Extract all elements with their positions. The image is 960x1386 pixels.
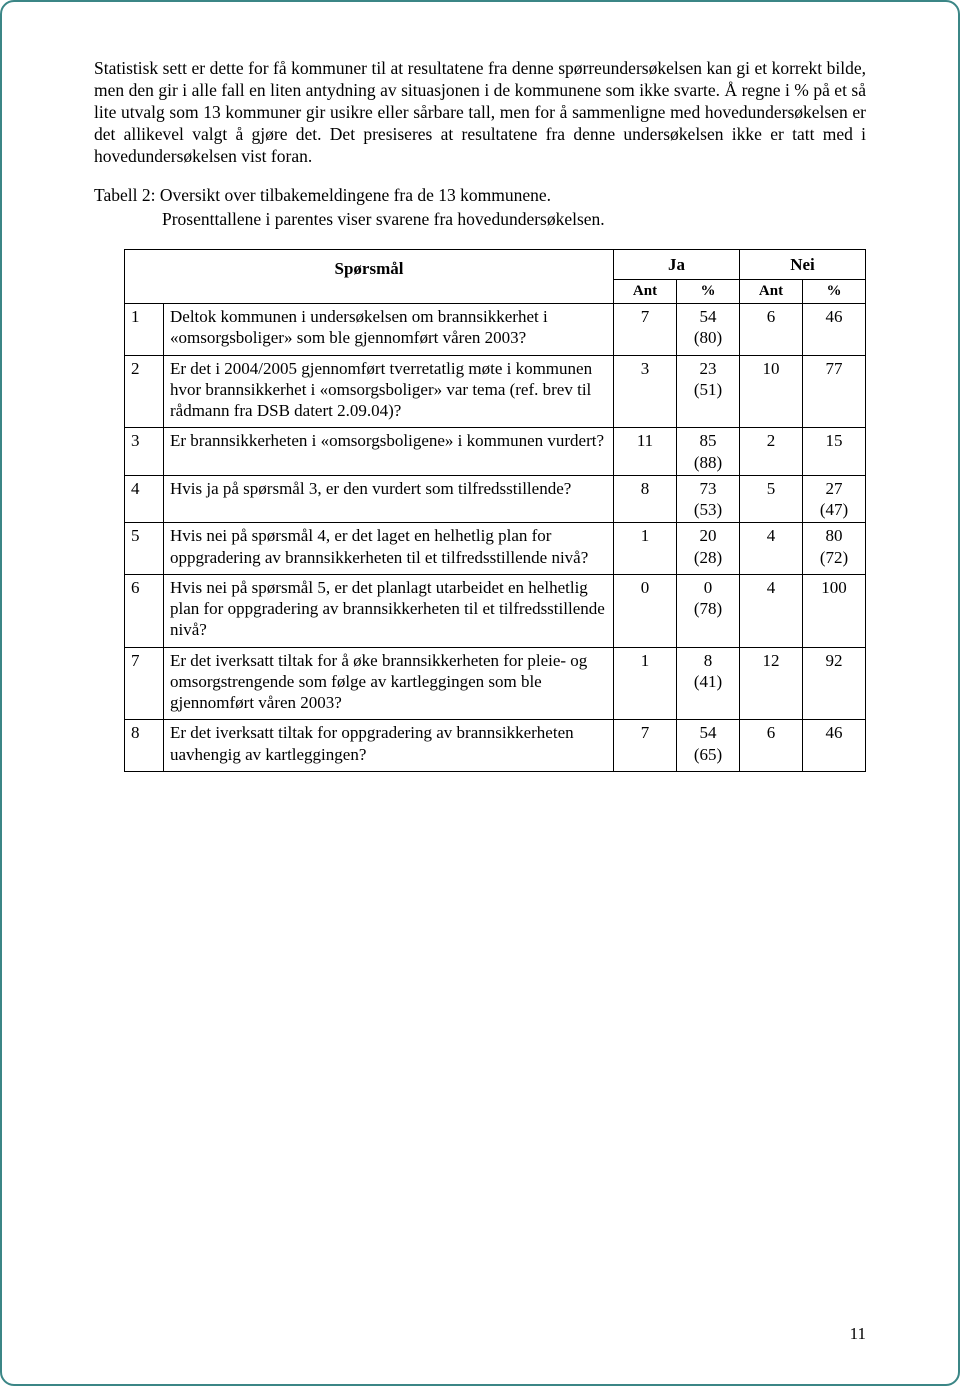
table-row: 5Hvis nei på spørsmål 4, er det laget en… (125, 523, 866, 575)
col-ja-pct: % (677, 280, 740, 304)
ja-ant: 3 (614, 355, 677, 428)
ja-ant: 7 (614, 720, 677, 772)
ja-ant: 11 (614, 428, 677, 476)
nei-ant: 6 (740, 720, 803, 772)
table-row: 3Er brannsikkerheten i «omsorgsboligene»… (125, 428, 866, 476)
table-head: Spørsmål Ja Nei Ant % Ant % (125, 250, 866, 304)
col-ja: Ja (614, 250, 740, 280)
ja-pct: 0(78) (677, 574, 740, 647)
row-question: Er brannsikkerheten i «omsorgsboligene» … (164, 428, 614, 476)
ja-pct: 8(41) (677, 647, 740, 720)
row-question: Hvis nei på spørsmål 4, er det laget en … (164, 523, 614, 575)
row-number: 7 (125, 647, 164, 720)
nei-pct: 27(47) (803, 475, 866, 523)
results-table: Spørsmål Ja Nei Ant % Ant % 1Deltok komm… (124, 249, 866, 772)
row-question: Hvis nei på spørsmål 5, er det planlagt … (164, 574, 614, 647)
row-question: Er det i 2004/2005 gjennomført tverretat… (164, 355, 614, 428)
nei-ant: 6 (740, 304, 803, 356)
table-row: 4Hvis ja på spørsmål 3, er den vurdert s… (125, 475, 866, 523)
col-nei-pct: % (803, 280, 866, 304)
row-question: Hvis ja på spørsmål 3, er den vurdert so… (164, 475, 614, 523)
nei-ant: 4 (740, 523, 803, 575)
nei-ant: 2 (740, 428, 803, 476)
ja-pct: 20(28) (677, 523, 740, 575)
row-number: 8 (125, 720, 164, 772)
row-number: 5 (125, 523, 164, 575)
ja-pct: 23(51) (677, 355, 740, 428)
nei-ant: 5 (740, 475, 803, 523)
table-row: 7Er det iverksatt tiltak for å øke brann… (125, 647, 866, 720)
col-ja-ant: Ant (614, 280, 677, 304)
row-number: 1 (125, 304, 164, 356)
table-row: 6Hvis nei på spørsmål 5, er det planlagt… (125, 574, 866, 647)
ja-pct: 54(80) (677, 304, 740, 356)
nei-pct: 92 (803, 647, 866, 720)
nei-pct: 100 (803, 574, 866, 647)
nei-ant: 10 (740, 355, 803, 428)
row-number: 6 (125, 574, 164, 647)
nei-pct: 77 (803, 355, 866, 428)
nei-ant: 4 (740, 574, 803, 647)
ja-pct: 54(65) (677, 720, 740, 772)
nei-pct: 46 (803, 720, 866, 772)
row-number: 3 (125, 428, 164, 476)
ja-ant: 8 (614, 475, 677, 523)
nei-ant: 12 (740, 647, 803, 720)
row-question: Er det iverksatt tiltak for oppgradering… (164, 720, 614, 772)
table-row: 8Er det iverksatt tiltak for oppgraderin… (125, 720, 866, 772)
table-body: 1Deltok kommunen i undersøkelsen om bran… (125, 304, 866, 772)
row-question: Er det iverksatt tiltak for å øke branns… (164, 647, 614, 720)
nei-pct: 46 (803, 304, 866, 356)
page-number: 11 (850, 1323, 866, 1344)
col-nei: Nei (740, 250, 866, 280)
row-number: 4 (125, 475, 164, 523)
row-number: 2 (125, 355, 164, 428)
paragraph-intro: Statistisk sett er dette for få kommuner… (94, 58, 866, 167)
table-row: 1Deltok kommunen i undersøkelsen om bran… (125, 304, 866, 356)
col-sporsmal: Spørsmål (125, 250, 614, 304)
table-subtitle: Prosenttallene i parentes viser svarene … (162, 209, 866, 231)
page: Statistisk sett er dette for få kommuner… (0, 0, 960, 1386)
table-row: 2Er det i 2004/2005 gjennomført tverreta… (125, 355, 866, 428)
ja-pct: 85(88) (677, 428, 740, 476)
col-nei-ant: Ant (740, 280, 803, 304)
nei-pct: 15 (803, 428, 866, 476)
nei-pct: 80(72) (803, 523, 866, 575)
row-question: Deltok kommunen i undersøkelsen om brann… (164, 304, 614, 356)
ja-ant: 1 (614, 523, 677, 575)
ja-pct: 73(53) (677, 475, 740, 523)
ja-ant: 0 (614, 574, 677, 647)
table-title: Tabell 2: Oversikt over tilbakemeldingen… (94, 185, 866, 207)
ja-ant: 7 (614, 304, 677, 356)
ja-ant: 1 (614, 647, 677, 720)
